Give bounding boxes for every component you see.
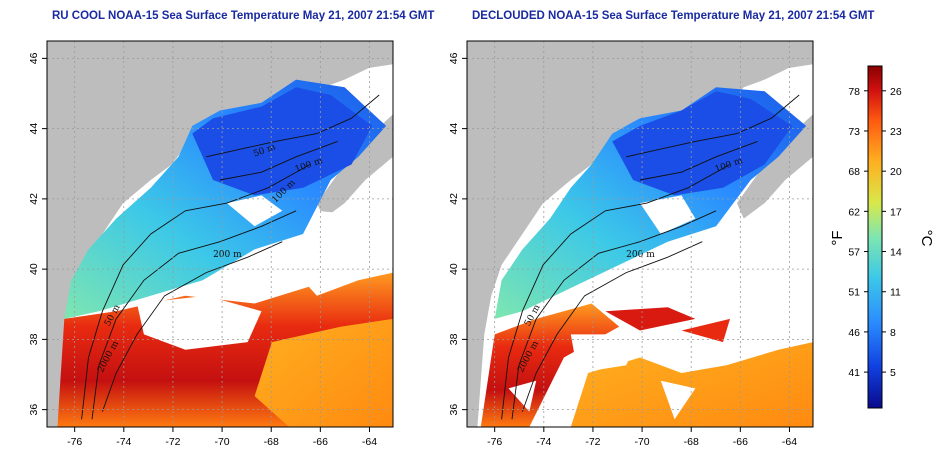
cloud-patch [709,257,813,319]
y-tick-label: 38 [28,333,40,345]
colorbar-fahrenheit-label: 68 [848,166,860,178]
contour-label: 200 m [626,250,655,260]
cloud-patch [570,334,640,373]
colorbar-celsius-label: 8 [890,327,896,339]
map-frame [466,40,814,428]
colorbar-fahrenheit-label: 57 [848,247,860,259]
right-map-title: DECLOUDED NOAA-15 Sea Surface Temperatur… [472,10,875,22]
fahrenheit-unit-label: °F [829,230,846,245]
depth-contour [511,210,717,420]
colorbar-fahrenheit-label: 46 [848,327,860,339]
y-tick-label: 36 [448,404,460,416]
warm-filament [681,318,730,343]
x-tick-label: -70 [634,436,649,448]
colorbar-celsius-label: 11 [890,287,901,299]
colorbar-fahrenheit-label: 62 [848,206,860,218]
land-nova-scotia [736,114,813,219]
contour-label: 200 m [213,250,242,260]
depth-contour [639,140,758,181]
colorbar-celsius-label: 17 [890,206,902,218]
colorbar: °F °C 41 46 51 57 62 68 73 78 5 8 11 14 17 20 23 26 [829,65,935,409]
depth-contour [219,140,338,181]
y-tick-label: 46 [448,52,460,64]
cloud-patch [508,380,537,412]
depth-contour [521,241,703,412]
depth-contour [91,210,297,420]
land-nova-scotia [316,114,393,219]
depth-contour [626,94,800,158]
x-tick-label: -68 [684,436,699,448]
depth-contour [81,164,311,420]
x-tick-label: -64 [782,436,797,448]
y-tick-label: 46 [28,52,40,64]
cloud-patch [660,380,696,420]
colorbar-celsius-label: 20 [890,166,902,178]
y-tick-label: 40 [28,263,40,275]
colorbar-celsius-label: 23 [890,126,902,138]
depth-contour [501,164,731,420]
gulf-of-maine-cold-water [192,87,373,196]
x-tick-label: -66 [733,436,748,448]
depth-contour [206,94,380,158]
y-tick-label: 44 [28,123,40,135]
celsius-unit-label: °C [918,230,935,247]
cloud-patch [310,210,393,265]
colorbar-fahrenheit-label: 41 [848,367,860,379]
colorbar-fahrenheit-label: 78 [848,86,860,98]
gulf-of-maine-cold-water [612,91,793,196]
warm-filament [605,307,696,331]
y-tick-label: 40 [448,263,460,275]
x-tick-label: -74 [536,436,551,448]
left-map-title: RU COOL NOAA-15 Sea Surface Temperature … [52,10,435,22]
x-tick-label: -76 [487,436,502,448]
x-tick-label: -70 [214,436,229,448]
y-tick-label: 38 [448,333,460,345]
x-tick-label: -72 [165,436,180,448]
warm-water-sargasso [570,342,813,427]
colorbar-fahrenheit-label: 51 [848,287,860,299]
y-tick-label: 44 [448,123,460,135]
map-frame [46,40,394,428]
x-tick-label: -76 [67,436,82,448]
x-tick-label: -64 [362,436,377,448]
cloud-patch [137,295,262,350]
land-mainland [47,41,393,427]
y-tick-label: 42 [28,193,40,205]
cloud-patch [226,195,283,227]
colorbar-celsius-label: 14 [890,247,902,259]
cloud-patch [640,195,696,234]
x-tick-label: -68 [264,436,279,448]
warm-water-sargasso [254,318,393,427]
depth-contour [101,241,283,412]
y-tick-label: 42 [448,193,460,205]
land-mainland [467,41,813,427]
colorbar-celsius-label: 5 [890,367,896,379]
y-tick-label: 36 [28,404,40,416]
colorbar-fahrenheit-label: 73 [848,126,860,138]
colorbar-gradient [867,65,883,409]
x-tick-label: -74 [116,436,131,448]
x-tick-label: -66 [313,436,328,448]
colorbar-celsius-label: 26 [890,86,902,98]
cloud-patch [289,257,359,296]
x-tick-label: -72 [585,436,600,448]
